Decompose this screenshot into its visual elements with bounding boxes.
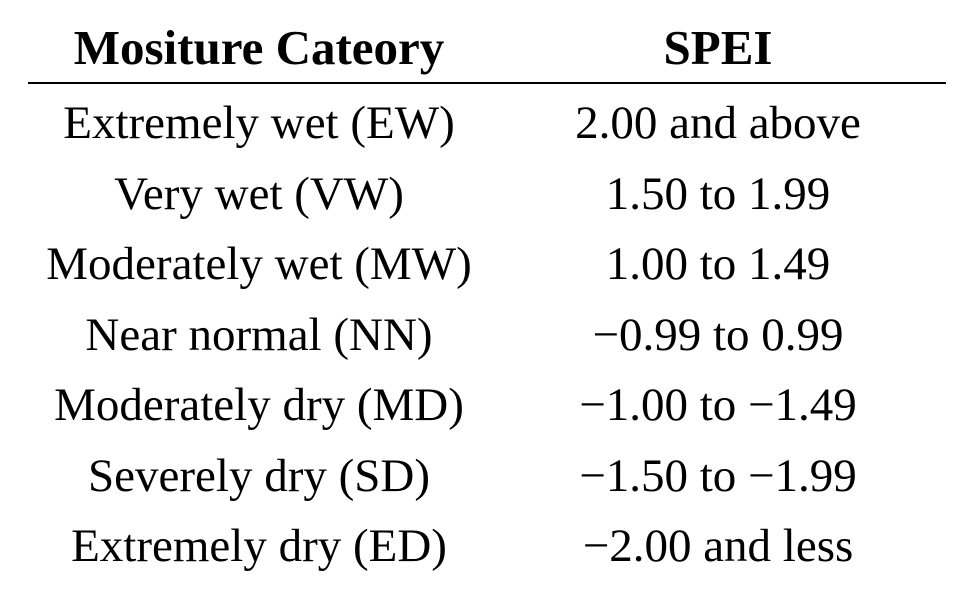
table-row: Extremely wet (EW) 2.00 and above bbox=[28, 83, 946, 159]
table-body: Extremely wet (EW) 2.00 and above Very w… bbox=[28, 83, 946, 582]
header-spei: SPEI bbox=[490, 14, 946, 84]
spei-range-cell: 1.50 to 1.99 bbox=[605, 167, 831, 220]
table-row: Very wet (VW) 1.50 to 1.99 bbox=[28, 159, 946, 230]
table-row: Near normal (NN) −0.99 to 0.99 bbox=[28, 300, 946, 371]
spei-table-container: Mositure Cateory SPEI Extremely wet (EW)… bbox=[28, 14, 946, 582]
moisture-category-cell: Extremely dry (ED) bbox=[71, 520, 447, 572]
spei-range-cell: 1.00 to 1.49 bbox=[605, 238, 831, 290]
spei-classification-table: Mositure Cateory SPEI Extremely wet (EW)… bbox=[28, 14, 946, 582]
moisture-category-cell: Very wet (VW) bbox=[114, 167, 404, 220]
moisture-category-cell: Moderately wet (MW) bbox=[46, 238, 472, 290]
spei-range-cell: −2.00 and less bbox=[582, 520, 854, 572]
header-row: Mositure Cateory SPEI bbox=[28, 14, 946, 84]
moisture-category-cell: Moderately dry (MD) bbox=[54, 379, 464, 431]
spei-range-cell: −1.00 to −1.49 bbox=[579, 379, 857, 431]
table-row: Moderately wet (MW) 1.00 to 1.49 bbox=[28, 229, 946, 300]
header-moisture-category: Mositure Cateory bbox=[28, 14, 490, 84]
moisture-category-cell: Near normal (NN) bbox=[85, 308, 433, 361]
spei-range-cell: 2.00 and above bbox=[575, 97, 861, 149]
moisture-category-cell: Extremely wet (EW) bbox=[63, 97, 455, 149]
table-header: Mositure Cateory SPEI bbox=[28, 14, 946, 84]
moisture-category-cell: Severely dry (SD) bbox=[88, 449, 430, 502]
table-row: Severely dry (SD) −1.50 to −1.99 bbox=[28, 441, 946, 512]
spei-range-cell: −1.50 to −1.99 bbox=[579, 449, 857, 502]
spei-range-cell: −0.99 to 0.99 bbox=[592, 308, 844, 361]
table-row: Extremely dry (ED) −2.00 and less bbox=[28, 511, 946, 582]
table-row: Moderately dry (MD) −1.00 to −1.49 bbox=[28, 370, 946, 441]
